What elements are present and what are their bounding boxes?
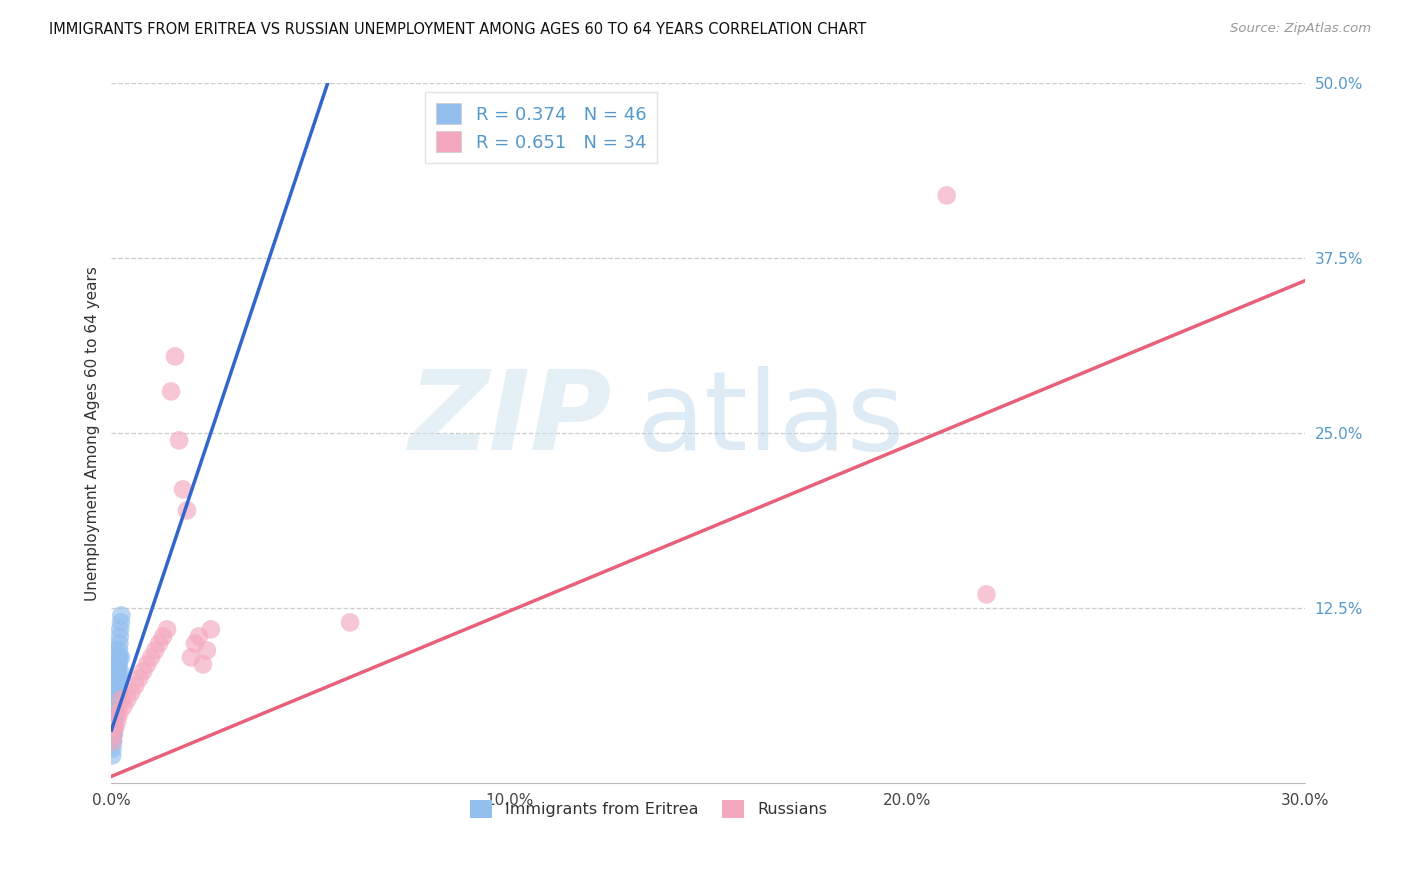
Point <box>117 692 139 706</box>
Point <box>105 678 128 692</box>
Point <box>107 657 129 672</box>
Point <box>200 623 222 637</box>
Point <box>110 692 132 706</box>
Point <box>132 665 155 679</box>
Point <box>108 650 131 665</box>
Point <box>110 615 132 630</box>
Point <box>103 720 125 734</box>
Text: ZIP: ZIP <box>409 366 613 473</box>
Point <box>108 706 131 721</box>
Point <box>103 706 125 721</box>
Point <box>105 678 128 692</box>
Point <box>120 685 142 699</box>
Point <box>105 665 128 679</box>
Point <box>103 720 125 734</box>
Point <box>101 727 124 741</box>
Point <box>108 685 131 699</box>
Point <box>195 643 218 657</box>
Point <box>104 692 127 706</box>
Point <box>103 720 125 734</box>
Text: Source: ZipAtlas.com: Source: ZipAtlas.com <box>1230 22 1371 36</box>
Point <box>105 714 128 728</box>
Point <box>101 734 124 748</box>
Point <box>103 727 125 741</box>
Point <box>156 623 179 637</box>
Point <box>107 657 129 672</box>
Point <box>105 706 128 721</box>
Point <box>112 699 135 714</box>
Point <box>143 643 166 657</box>
Point <box>180 650 202 665</box>
Point <box>103 727 125 741</box>
Text: IMMIGRANTS FROM ERITREA VS RUSSIAN UNEMPLOYMENT AMONG AGES 60 TO 64 YEARS CORREL: IMMIGRANTS FROM ERITREA VS RUSSIAN UNEMP… <box>49 22 866 37</box>
Point <box>167 434 190 448</box>
Point <box>101 720 124 734</box>
Y-axis label: Unemployment Among Ages 60 to 64 years: Unemployment Among Ages 60 to 64 years <box>86 266 100 601</box>
Point <box>103 727 125 741</box>
Point <box>101 692 124 706</box>
Point <box>101 734 124 748</box>
Point <box>101 748 124 763</box>
Point <box>172 483 194 497</box>
Point <box>103 714 125 728</box>
Point <box>160 384 183 399</box>
Point <box>136 657 159 672</box>
Legend: Immigrants from Eritrea, Russians: Immigrants from Eritrea, Russians <box>463 793 834 824</box>
Point <box>141 650 163 665</box>
Point <box>107 672 129 686</box>
Point <box>152 629 174 643</box>
Point <box>103 665 125 679</box>
Point <box>104 699 127 714</box>
Point <box>105 699 128 714</box>
Point <box>103 678 125 692</box>
Point <box>105 692 128 706</box>
Point <box>105 685 128 699</box>
Text: atlas: atlas <box>637 366 905 473</box>
Point <box>110 672 132 686</box>
Point <box>101 734 124 748</box>
Point <box>187 629 209 643</box>
Point <box>128 672 150 686</box>
Point <box>124 678 146 692</box>
Point <box>935 188 957 202</box>
Point <box>339 615 361 630</box>
Point <box>104 692 127 706</box>
Point <box>184 636 207 650</box>
Point <box>107 665 129 679</box>
Point <box>108 629 131 643</box>
Point <box>107 650 129 665</box>
Point <box>105 672 128 686</box>
Point <box>165 350 187 364</box>
Point <box>104 706 127 721</box>
Point <box>176 503 198 517</box>
Point <box>110 650 132 665</box>
Point <box>191 657 214 672</box>
Point <box>108 665 131 679</box>
Point <box>148 636 170 650</box>
Point <box>104 714 127 728</box>
Point <box>976 587 998 601</box>
Point <box>104 720 127 734</box>
Point <box>101 741 124 756</box>
Point <box>110 608 132 623</box>
Point <box>108 643 131 657</box>
Point <box>108 623 131 637</box>
Point <box>104 706 127 721</box>
Point <box>104 643 127 657</box>
Point <box>108 636 131 650</box>
Point <box>104 685 127 699</box>
